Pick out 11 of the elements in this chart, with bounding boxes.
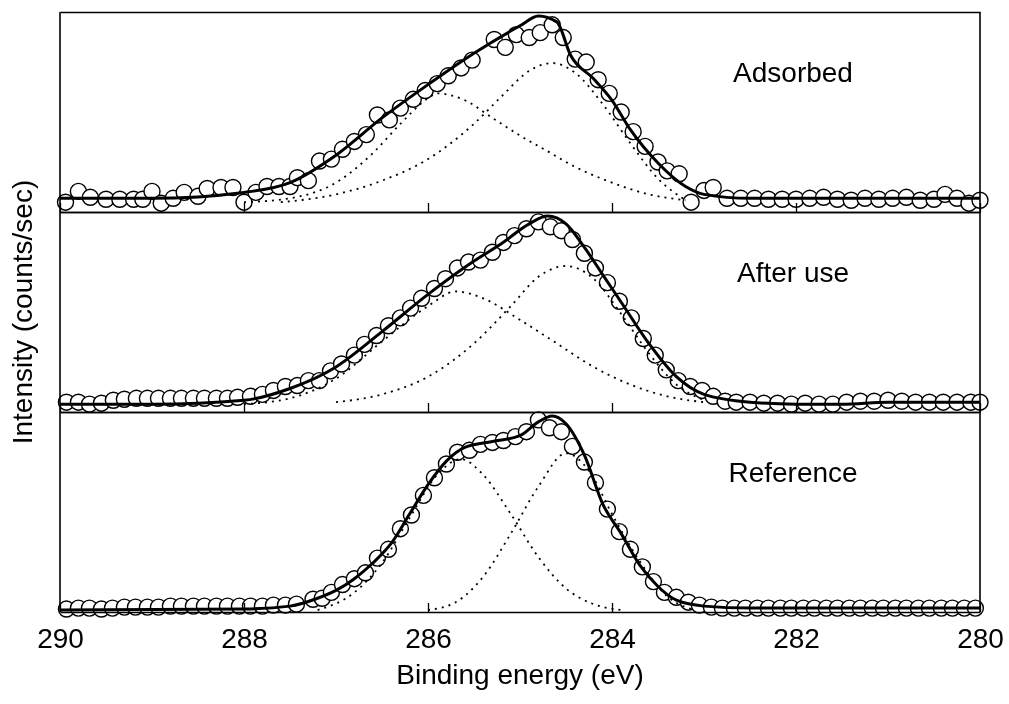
- x-tick-label: 280: [957, 622, 1004, 654]
- x-tick-label: 284: [589, 622, 636, 654]
- annotation: Adsorbed: [733, 57, 853, 88]
- annotation: Reference: [728, 457, 858, 488]
- x-axis-title: Binding energy (eV): [396, 659, 644, 690]
- x-tick-label: 290: [37, 622, 84, 654]
- x-tick-label: 286: [405, 622, 452, 654]
- annotation: After use: [736, 257, 850, 288]
- x-tick-label: 282: [773, 622, 820, 654]
- x-tick-label: 288: [221, 622, 268, 654]
- y-axis-title: Intensity (counts/sec): [7, 179, 38, 445]
